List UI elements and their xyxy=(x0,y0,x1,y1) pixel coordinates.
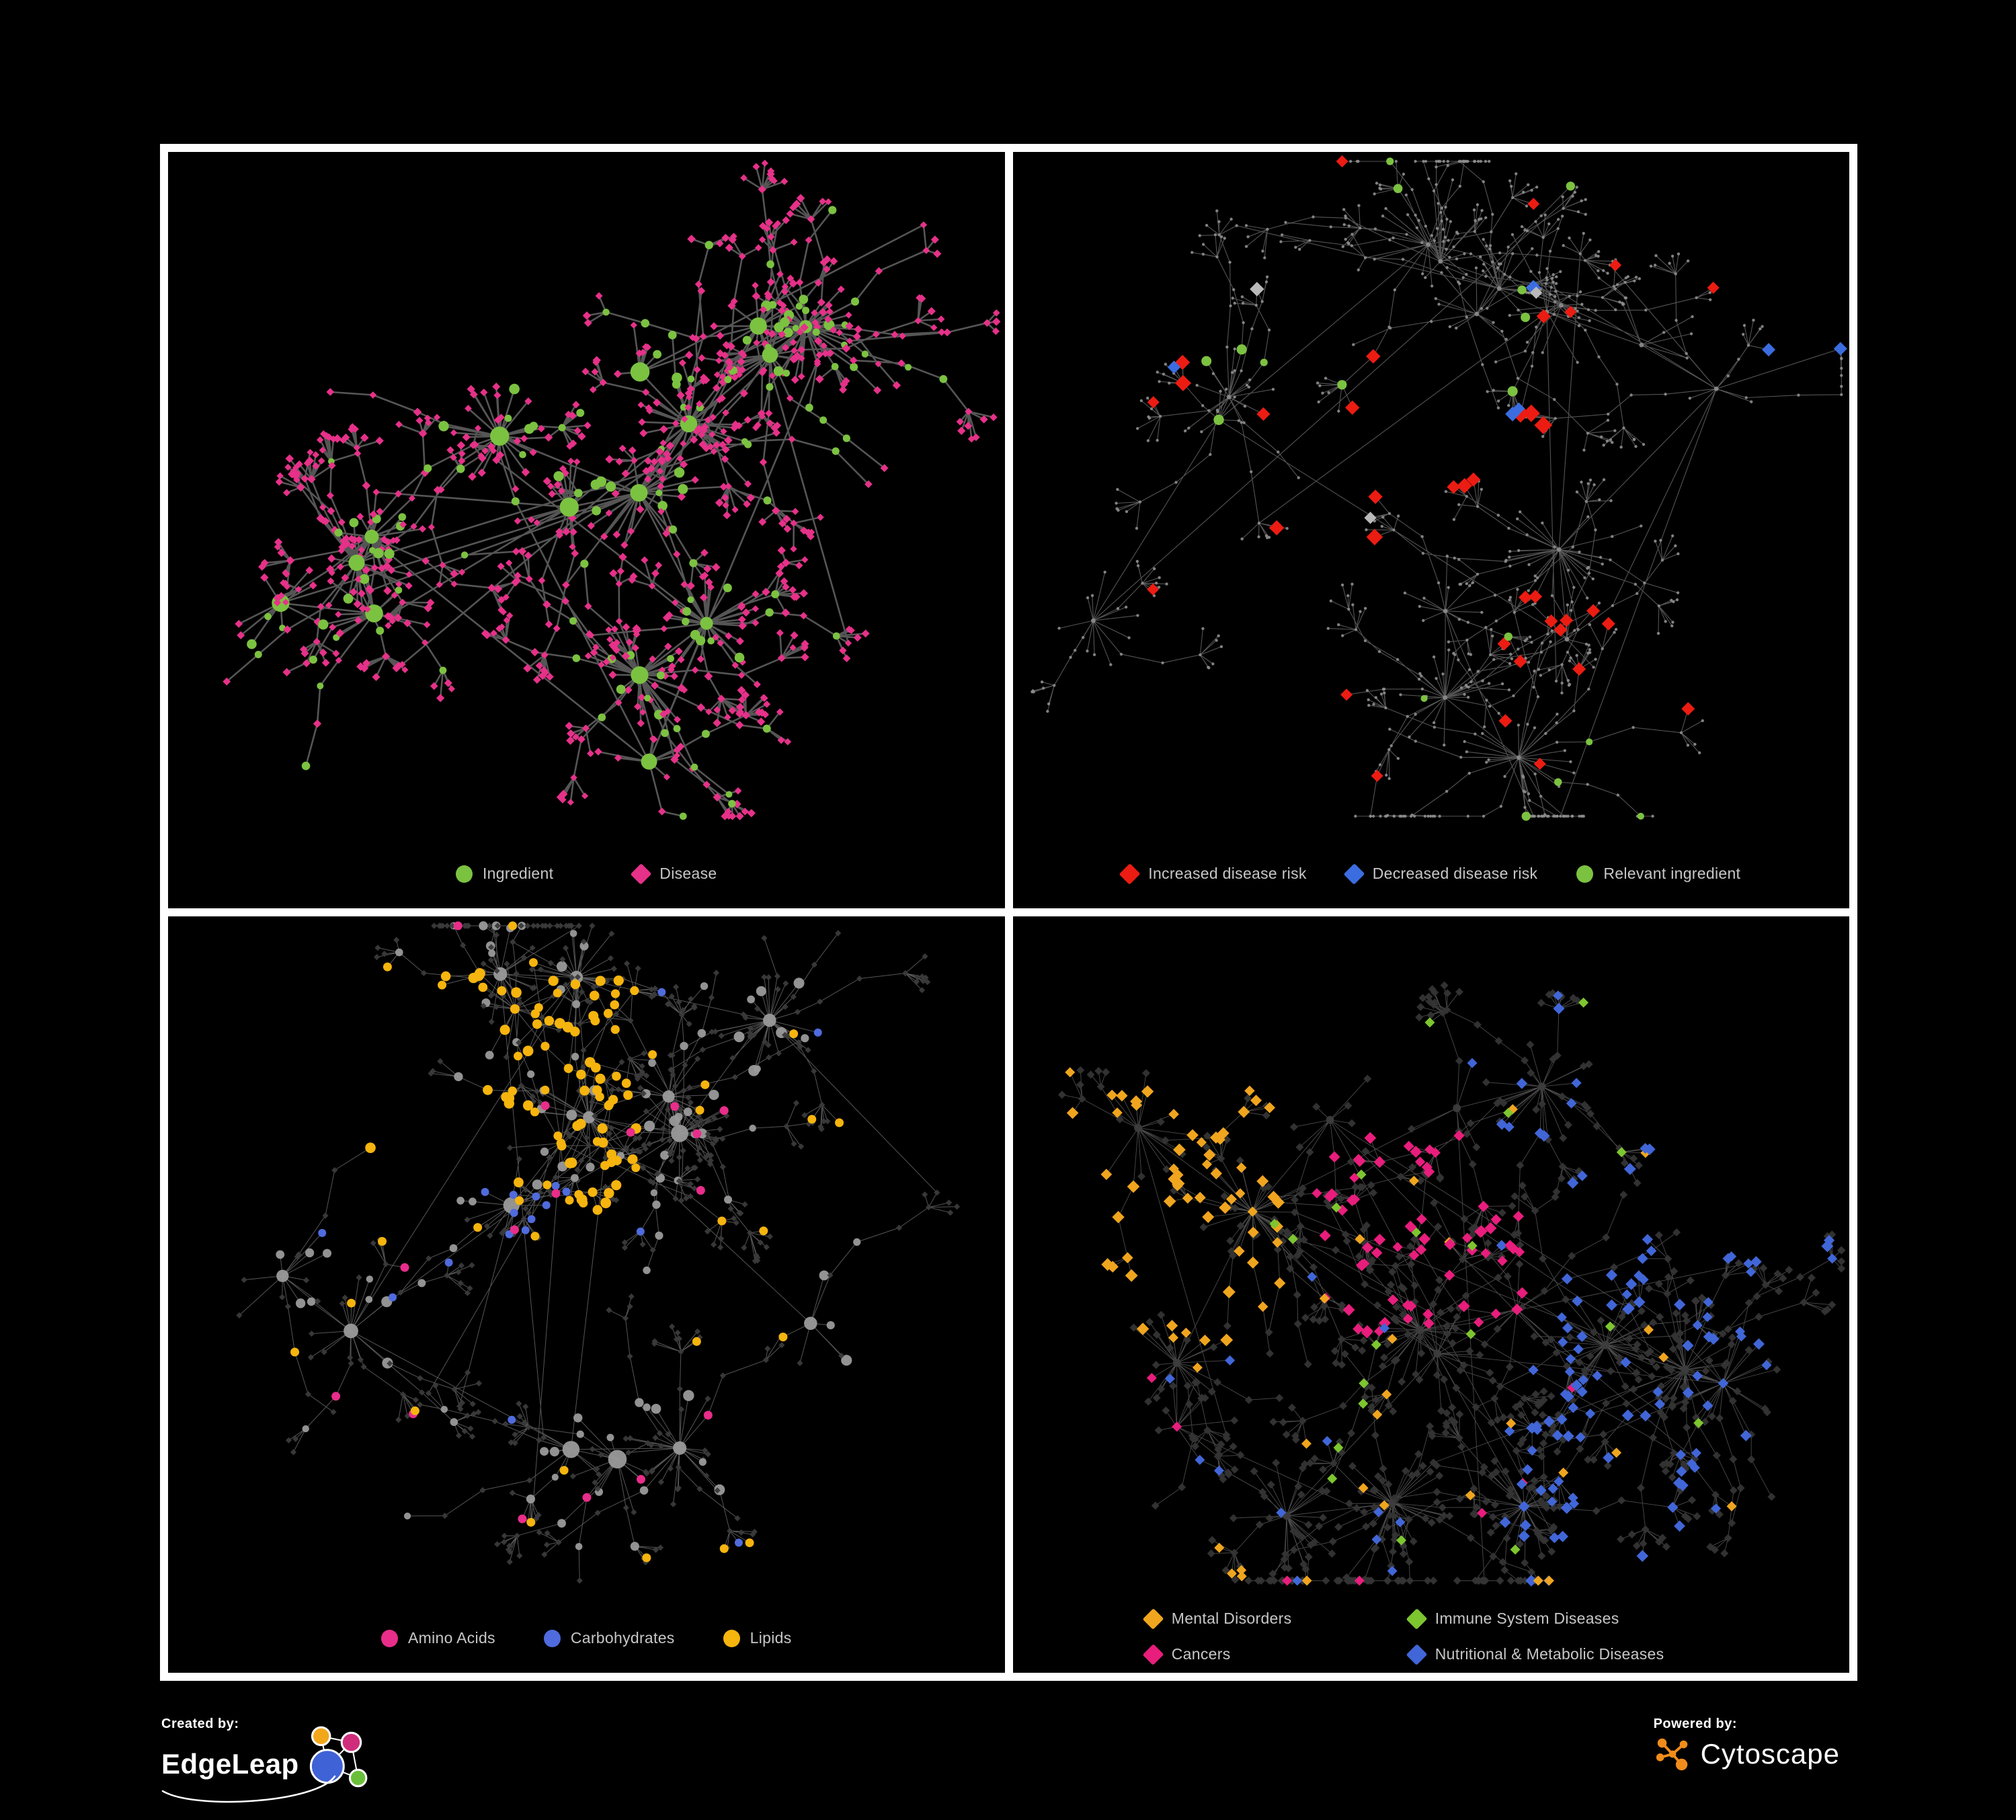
disease-swatch-icon xyxy=(630,863,652,885)
cytoscape-brand: Cytoscape xyxy=(1654,1735,1840,1774)
network-graph-disease-categories xyxy=(1057,981,1845,1587)
legend-item-amino-acids: Amino Acids xyxy=(380,1629,495,1647)
legend-item-decreased-risk: Decreased disease risk xyxy=(1343,863,1538,885)
legend-label: Nutritional & Metabolic Diseases xyxy=(1435,1645,1664,1663)
ingredient-swatch-icon xyxy=(455,865,473,883)
nutritional-diseases-swatch-icon xyxy=(1406,1643,1428,1665)
network-graph-disease-risk xyxy=(1030,155,1847,821)
legend-disease-risk: Increased disease risk Decreased disease… xyxy=(1013,863,1850,885)
legend-label: Amino Acids xyxy=(407,1629,495,1647)
legend-item-disease: Disease xyxy=(630,863,717,885)
network-graph-ingredient-disease xyxy=(223,159,1001,821)
legend-label: Ingredient xyxy=(482,865,554,882)
panels-frame: Ingredient Disease Increased disease ris… xyxy=(160,144,1857,1681)
created-by-label: Created by: xyxy=(161,1716,239,1731)
legend-label: Mental Disorders xyxy=(1171,1610,1292,1627)
powered-by-block: Powered by: Cytoscape xyxy=(1654,1716,1840,1774)
legend-item-carbohydrates: Carbohydrates xyxy=(543,1629,675,1647)
amino-acids-swatch-icon xyxy=(380,1629,398,1647)
panel-macronutrients: Amino Acids Carbohydrates Lipids xyxy=(168,916,1005,1673)
legend-item-cancers: Cancers xyxy=(1142,1643,1408,1665)
legend-label: Carbohydrates xyxy=(570,1629,675,1647)
legend-label: Relevant ingredient xyxy=(1603,865,1741,882)
panel-ingredient-disease: Ingredient Disease xyxy=(168,152,1005,908)
legend-label: Decreased disease risk xyxy=(1372,865,1538,882)
edgeleap-logo-icon xyxy=(309,1726,368,1788)
created-by-block: Created by: EdgeLeap xyxy=(161,1716,370,1803)
legend-macronutrients: Amino Acids Carbohydrates Lipids xyxy=(168,1629,1005,1647)
mental-disorders-swatch-icon xyxy=(1142,1608,1164,1630)
legend-item-mental-disorders: Mental Disorders xyxy=(1142,1608,1408,1630)
panel-disease-categories: Mental Disorders Immune System Diseases … xyxy=(1012,916,1849,1673)
relevant-ingredient-swatch-icon xyxy=(1576,865,1594,883)
legend-label: Increased disease risk xyxy=(1148,865,1307,882)
legend-label: Cancers xyxy=(1171,1645,1231,1663)
legend-item-nutritional-metabolic-diseases: Nutritional & Metabolic Diseases xyxy=(1406,1643,1718,1665)
legend-label: Immune System Diseases xyxy=(1435,1610,1619,1627)
legend-item-relevant-ingredient: Relevant ingredient xyxy=(1576,865,1740,883)
decreased-risk-swatch-icon xyxy=(1343,863,1365,885)
immune-diseases-swatch-icon xyxy=(1406,1608,1428,1630)
increased-risk-swatch-icon xyxy=(1119,863,1141,885)
powered-by-label: Powered by: xyxy=(1653,1716,1737,1731)
legend-label: Disease xyxy=(659,865,717,882)
edgeleap-brand: EdgeLeap xyxy=(161,1726,370,1803)
lipids-swatch-icon xyxy=(723,1629,740,1647)
legend-label: Lipids xyxy=(750,1629,792,1647)
cytoscape-logo-icon xyxy=(1656,1738,1687,1771)
legend-ingredient-disease: Ingredient Disease xyxy=(168,863,1005,885)
cytoscape-wordmark: Cytoscape xyxy=(1700,1738,1840,1770)
edgeleap-wordmark: EdgeLeap xyxy=(161,1748,299,1780)
network-graph-macronutrients xyxy=(236,921,961,1584)
legend-item-increased-risk: Increased disease risk xyxy=(1119,863,1307,885)
legend-item-ingredient: Ingredient xyxy=(455,865,554,883)
carbohydrates-swatch-icon xyxy=(543,1629,561,1647)
panel-disease-risk: Increased disease risk Decreased disease… xyxy=(1012,152,1850,908)
legend-item-immune-system-diseases: Immune System Diseases xyxy=(1406,1608,1718,1630)
legend-item-lipids: Lipids xyxy=(723,1629,792,1647)
cancers-swatch-icon xyxy=(1142,1643,1164,1665)
legend-disease-categories: Mental Disorders Immune System Diseases … xyxy=(1142,1608,1718,1665)
